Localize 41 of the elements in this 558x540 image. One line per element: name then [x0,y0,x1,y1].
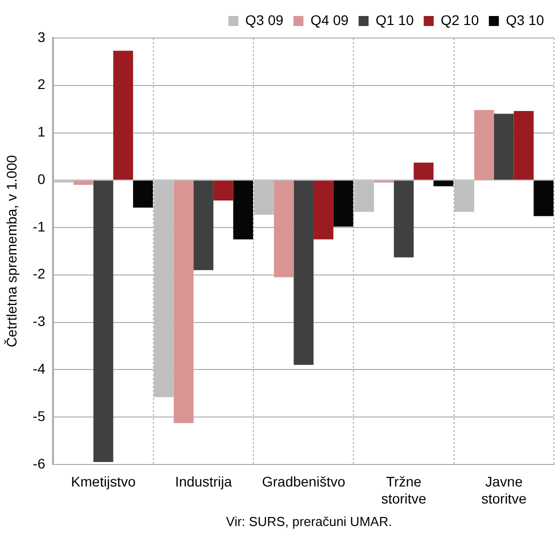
legend-label: Q1 10 [376,12,414,28]
bar [233,180,254,240]
bar [93,180,114,462]
bar [414,162,434,180]
legend-label: Q2 10 [440,12,480,28]
bar [534,180,554,216]
x-tick-label: Kmetijstvo [71,474,136,490]
x-tick-label: Tržne storitve [381,474,427,506]
bar [174,180,194,424]
bar [494,114,514,180]
x-tick-label: Javne storitve [481,474,527,506]
y-tick-label: -2 [32,266,46,282]
y-tick-label: 1 [37,124,46,140]
bar [213,180,234,201]
x-tick-label: Industrija [175,474,232,490]
y-tick-label: 2 [37,76,46,92]
bar [434,180,454,186]
bar [194,180,214,270]
y-tick-label: -6 [32,455,46,472]
y-tick-label: -1 [32,218,46,234]
bar [294,180,314,365]
x-tick-label: Gradbeništvo [262,474,346,490]
bar [113,50,134,180]
bar [514,110,534,180]
legend-label: Q3 10 [506,12,544,28]
bar [274,180,294,278]
y-tick-label: -3 [32,313,46,330]
bar [394,180,414,258]
y-tick-label: -5 [32,408,46,424]
bar [314,180,334,240]
text: Vir: SURS, preračuni UMAR. [225,514,393,529]
legend-label: Q3 09 [245,12,284,28]
legend-label: Q4 09 [310,12,349,28]
bar [474,110,494,180]
y-tick-label: 0 [37,170,46,187]
bar [333,180,354,227]
bar [133,180,153,208]
y-axis-title: Četrtletna sprememba, v 1.000 [3,154,20,348]
y-tick-label: -4 [32,360,46,377]
y-tick-label: 3 [37,28,46,45]
bar [74,180,94,185]
